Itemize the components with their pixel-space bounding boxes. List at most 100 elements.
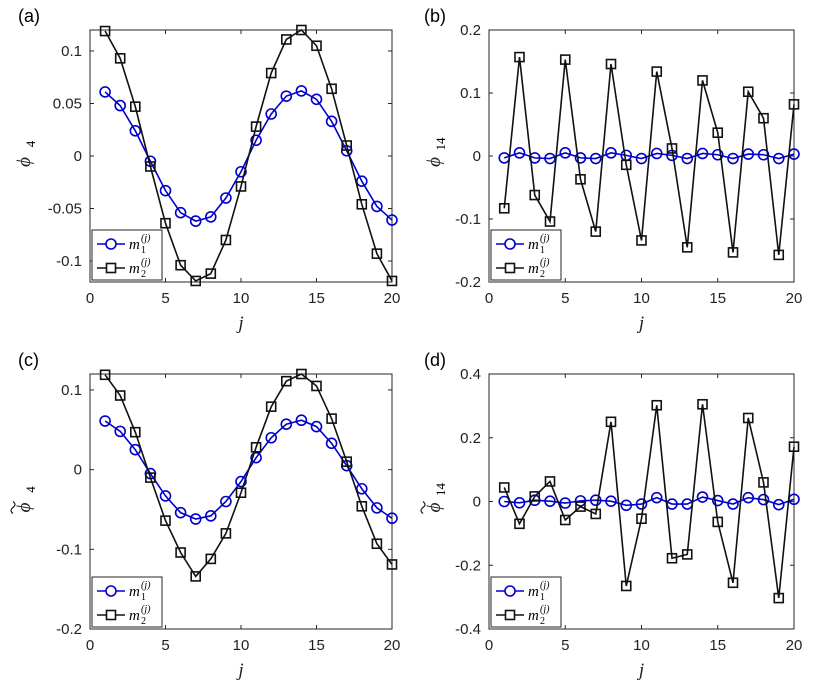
data-point-circle (620, 499, 633, 512)
legend-marker-square (504, 609, 516, 621)
legend-label-sup: (j) (141, 233, 151, 244)
data-point-square (311, 40, 322, 52)
legend-label: m (129, 608, 140, 624)
data-point-square (758, 112, 769, 124)
data-point-square (341, 456, 353, 467)
data-point-square (99, 25, 111, 37)
data-point-circle (355, 482, 368, 495)
data-point-circle (544, 495, 556, 507)
data-point-circle (772, 498, 785, 511)
data-point-circle (114, 99, 126, 112)
data-point-circle (544, 152, 556, 165)
data-point-square (559, 514, 571, 526)
legend-label-sup: (j) (540, 233, 550, 244)
data-point-square (498, 482, 510, 493)
data-point-circle (325, 115, 338, 128)
x-tick-label: 0 (485, 290, 493, 307)
data-point-square (712, 127, 724, 138)
data-point-square (681, 549, 693, 560)
data-point-square (205, 268, 217, 279)
data-point-circle (235, 165, 247, 178)
legend-marker-square (504, 262, 516, 274)
data-point-circle (159, 490, 172, 502)
data-point-square (175, 259, 186, 271)
data-point-circle (605, 495, 617, 507)
data-point-circle (174, 206, 187, 219)
data-point-square (788, 99, 800, 110)
data-point-circle (513, 496, 526, 509)
data-point-square (296, 24, 307, 36)
data-point-circle (559, 147, 572, 159)
data-point-square (280, 34, 292, 45)
y-axis-label-sub: 4 (23, 140, 38, 147)
y-axis-label-sub: 14 (433, 483, 448, 497)
y-tick-label: -0.4 (455, 621, 481, 638)
x-tick-label: 0 (86, 637, 94, 654)
y-axis-label-main: ϕ (14, 157, 35, 167)
legend-label: m (528, 608, 539, 624)
data-point-square (160, 515, 171, 526)
data-point-square (220, 234, 232, 246)
data-point-circle (235, 475, 247, 488)
x-tick-label: 20 (786, 290, 803, 307)
data-point-square (544, 216, 556, 227)
data-point-circle (280, 90, 293, 102)
data-point-circle (371, 200, 383, 213)
y-axis-label-sub: 4 (23, 486, 38, 493)
data-point-circle (757, 148, 770, 161)
data-point-circle (681, 152, 694, 165)
series-line (504, 496, 795, 507)
data-point-circle (99, 86, 111, 98)
y-tick-label: 0 (74, 148, 82, 165)
data-point-square (498, 202, 510, 214)
data-point-square (371, 248, 383, 259)
y-tick-label: 0 (74, 462, 82, 479)
data-point-circle (727, 152, 739, 165)
data-point-circle (355, 175, 368, 187)
data-point-circle (696, 491, 709, 503)
x-tick-label: 20 (384, 637, 401, 654)
data-point-square (590, 508, 602, 520)
legend-marker-square (105, 609, 117, 621)
data-point-circle (220, 495, 232, 508)
legend-entry-2: m 2(j) (97, 604, 151, 627)
data-point-square (605, 416, 617, 428)
data-point-square (235, 181, 247, 192)
data-point-circle (742, 491, 755, 504)
data-point-square (773, 249, 785, 261)
data-point-circle (528, 152, 541, 164)
legend-marker-circle (105, 238, 117, 250)
data-point-square (575, 174, 586, 185)
data-point-square (145, 161, 156, 172)
data-point-circle (159, 184, 172, 197)
legend-label-sup: (j) (540, 257, 550, 268)
data-point-circle (650, 491, 663, 504)
data-point-square (265, 401, 277, 412)
panel-label: (a) (18, 6, 40, 26)
data-point-square (529, 491, 541, 502)
data-point-circle (559, 497, 572, 509)
x-tick-label: 5 (561, 637, 569, 654)
legend-marker-circle (504, 238, 516, 250)
data-point-square (651, 399, 663, 411)
data-point-circle (189, 513, 202, 525)
y-axis-label-main: ϕ (14, 502, 35, 512)
data-point-square (712, 516, 724, 528)
series-1 (498, 491, 800, 512)
data-point-circle (205, 510, 217, 522)
legend: m 1(j)m 2(j) (91, 576, 163, 628)
y-axis-label-sub: 14 (433, 137, 448, 151)
data-point-circle (696, 147, 709, 160)
panel-label: (d) (424, 350, 446, 370)
data-point-square (575, 501, 586, 512)
series-2 (498, 51, 800, 261)
x-axis-label: j (636, 313, 644, 334)
data-point-circle (605, 147, 617, 159)
data-point-square (220, 528, 232, 539)
data-point-circle (325, 437, 338, 450)
series-line (503, 404, 795, 599)
data-point-square (697, 398, 708, 410)
data-point-circle (589, 152, 602, 165)
series-1 (99, 414, 398, 525)
